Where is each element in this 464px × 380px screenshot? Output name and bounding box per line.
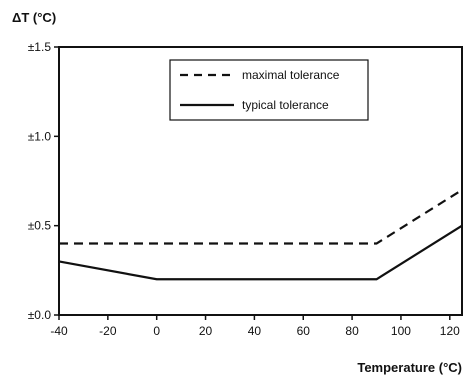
y-tick-label: ±1.0 [28, 129, 52, 143]
plot-frame [58, 46, 463, 316]
legend-label: maximal tolerance [242, 68, 340, 82]
x-tick-label: -20 [99, 324, 117, 338]
x-tick-label: 0 [153, 324, 160, 338]
series-line-maximal-tolerance [59, 189, 463, 245]
legend-label: typical tolerance [242, 98, 329, 112]
y-tick-label: ±1.5 [28, 40, 52, 54]
y-tick-label: ±0.5 [28, 219, 52, 233]
y-tick-label: ±0.0 [28, 308, 52, 322]
x-tick-label: 100 [391, 324, 411, 338]
x-tick-label: 120 [440, 324, 460, 338]
x-axis-label: Temperature (°C) [357, 360, 462, 375]
x-tick-label: 80 [345, 324, 359, 338]
x-tick-label: 20 [199, 324, 213, 338]
legend-box [169, 59, 369, 121]
y-axis-label: ΔT (°C) [12, 10, 57, 25]
series-line-typical-tolerance [58, 224, 463, 281]
x-tick-label: -40 [50, 324, 68, 338]
x-tick-label: 40 [248, 324, 262, 338]
x-tick-label: 60 [297, 324, 311, 338]
